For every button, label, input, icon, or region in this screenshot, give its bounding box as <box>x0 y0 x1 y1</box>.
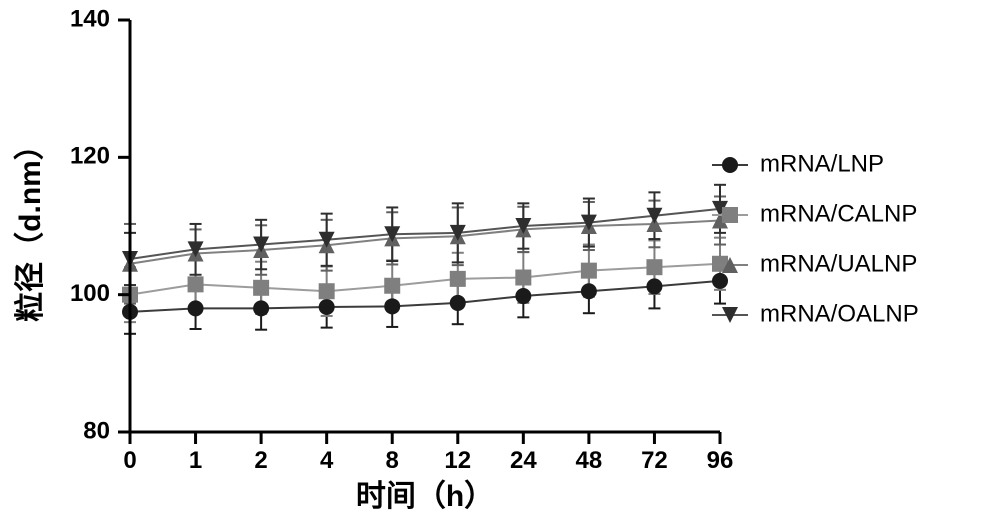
legend-label: mRNA/LNP <box>760 150 884 177</box>
chart-svg: 80100120140012481224487296粒径（d.nm）时间（h）m… <box>0 0 1000 514</box>
marker <box>581 283 597 299</box>
marker <box>319 299 335 315</box>
marker <box>384 278 400 294</box>
x-tick-label: 4 <box>320 447 334 474</box>
marker <box>319 283 335 299</box>
marker <box>253 280 269 296</box>
x-tick-label: 48 <box>576 447 603 474</box>
x-tick-label: 0 <box>123 447 136 474</box>
legend-label: mRNA/OALNP <box>760 300 919 327</box>
y-tick-label: 80 <box>83 417 110 444</box>
marker <box>646 259 662 275</box>
x-tick-label: 2 <box>254 447 267 474</box>
y-axis-label: 粒径（d.nm） <box>13 130 47 322</box>
y-tick-label: 100 <box>70 280 110 307</box>
x-tick-label: 1 <box>189 447 202 474</box>
marker <box>188 276 204 292</box>
marker <box>646 278 662 294</box>
marker <box>722 207 738 223</box>
marker <box>188 300 204 316</box>
x-tick-label: 8 <box>386 447 399 474</box>
x-tick-label: 24 <box>510 447 537 474</box>
y-tick-label: 120 <box>70 143 110 170</box>
marker <box>581 263 597 279</box>
marker <box>450 295 466 311</box>
marker <box>384 298 400 314</box>
chart-container: 80100120140012481224487296粒径（d.nm）时间（h）m… <box>0 0 1000 514</box>
marker <box>450 271 466 287</box>
legend-label: mRNA/UALNP <box>760 250 917 277</box>
x-axis-label: 时间（h） <box>356 479 494 513</box>
marker <box>515 288 531 304</box>
marker <box>722 157 738 173</box>
marker <box>712 273 728 289</box>
x-tick-label: 72 <box>641 447 668 474</box>
y-tick-label: 140 <box>70 5 110 32</box>
legend-label: mRNA/CALNP <box>760 200 917 227</box>
marker <box>515 270 531 286</box>
marker <box>253 300 269 316</box>
x-tick-label: 12 <box>444 447 471 474</box>
x-tick-label: 96 <box>707 447 734 474</box>
